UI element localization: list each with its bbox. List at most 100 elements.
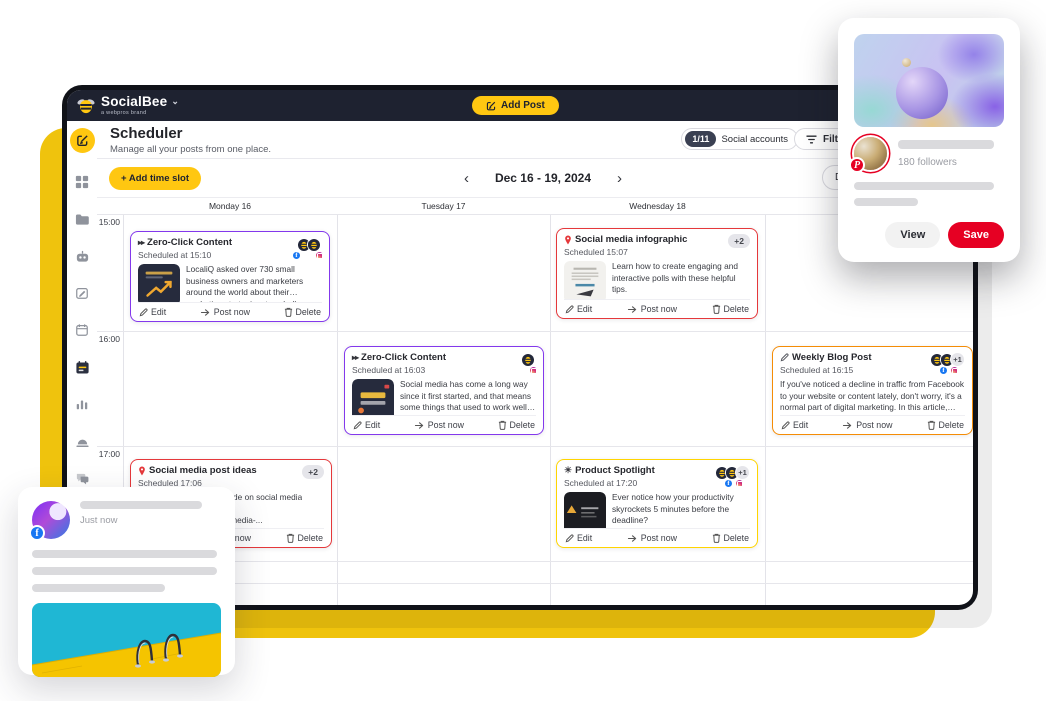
post-card[interactable]: ▸▸ Zero-Click Content Scheduled at 16:03 (344, 346, 544, 435)
delete-button[interactable]: Delete (284, 307, 321, 317)
sidebar-item-conversations[interactable] (74, 470, 90, 486)
edit-button[interactable]: Edit (565, 304, 592, 314)
grid-line (97, 446, 973, 447)
arrow-right-icon (414, 421, 423, 429)
account-avatars: f (286, 237, 324, 260)
delete-button[interactable]: Delete (712, 304, 749, 314)
app-window: SocialBee ⌄ a webpros brand Add Post (67, 90, 973, 605)
post-now-button[interactable]: Post now (842, 420, 892, 430)
post-now-button[interactable]: Post now (627, 533, 677, 543)
delete-button[interactable]: Delete (498, 420, 535, 430)
placeholder-bar (32, 567, 217, 575)
post-title: Social media post ideas (149, 465, 257, 476)
arrow-right-icon (627, 305, 636, 313)
analytics-chart-icon (76, 400, 88, 410)
add-time-slot-button[interactable]: + Add time slot (109, 167, 202, 190)
delete-button[interactable]: Delete (927, 420, 964, 430)
conversations-icon (76, 473, 88, 484)
sidebar-item-hive[interactable] (74, 433, 90, 449)
post-card[interactable]: Weekly Blog Post Scheduled at 16:15 +1 f (772, 346, 973, 435)
day-column-header: Wednesday 18 (629, 201, 686, 211)
avatar: f (29, 501, 70, 541)
dashboard-grid-icon (75, 175, 89, 189)
post-title: Product Spotlight (575, 465, 655, 476)
sidebar-item-analytics[interactable] (74, 396, 90, 412)
post-thumbnail (564, 261, 606, 299)
trash-icon (498, 420, 506, 430)
filter-funnel-icon (806, 134, 817, 144)
post-card[interactable]: Social media infographic Scheduled 15:07… (556, 228, 758, 319)
pin-icon (139, 466, 145, 475)
brand-block[interactable]: SocialBee ⌄ a webpros brand (67, 95, 179, 116)
more-accounts-badge: +1 (950, 352, 965, 367)
chevron-down-icon[interactable]: ⌄ (171, 96, 180, 107)
sidebar-item-content[interactable] (74, 211, 90, 227)
edit-button[interactable]: Edit (353, 420, 380, 430)
sidebar-item-compose[interactable] (69, 128, 95, 153)
date-range-label: Dec 16 - 19, 2024 (494, 171, 592, 185)
social-accounts-selector[interactable]: 1/11 Social accounts (681, 128, 798, 150)
post-now-button[interactable]: Post now (200, 307, 250, 317)
post-now-button[interactable]: Post now (414, 420, 464, 430)
calendar-edit-icon (76, 288, 88, 299)
post-now-button[interactable]: Post now (627, 304, 677, 314)
time-label: 16:00 (98, 334, 120, 344)
accounts-count-badge: 1/11 (685, 131, 717, 147)
prev-week-button[interactable]: ‹ (463, 169, 469, 187)
page-header: Scheduler Manage all your posts from one… (97, 121, 973, 159)
app-window-frame: SocialBee ⌄ a webpros brand Add Post (62, 85, 978, 610)
trash-icon (284, 307, 292, 317)
post-text: Social media has come a long way since i… (400, 379, 531, 415)
sidebar-item-calendar-edit[interactable] (74, 285, 90, 301)
grid-line (550, 214, 551, 605)
instagram-badge (735, 479, 744, 488)
grid-line (97, 561, 973, 562)
trash-icon (712, 304, 720, 314)
add-post-button[interactable]: Add Post (472, 96, 559, 115)
instagram-badge (529, 366, 538, 375)
delete-button[interactable]: Delete (286, 533, 323, 543)
trash-icon (927, 420, 935, 430)
avatar: P (849, 137, 887, 173)
view-button[interactable]: View (885, 222, 941, 248)
folder-icon (75, 213, 89, 225)
edit-button[interactable]: Edit (139, 307, 166, 317)
post-card[interactable]: ☀ Product Spotlight Scheduled at 17:20 +1… (556, 459, 758, 548)
sidebar-item-ai-assistant[interactable] (74, 248, 90, 264)
time-label: 15:00 (98, 217, 120, 227)
day-column-header: Tuesday 17 (421, 201, 466, 211)
arrow-right-icon (843, 421, 852, 429)
time-label: 17:00 (98, 449, 120, 459)
hive-icon (75, 439, 89, 447)
edit-button[interactable]: Edit (781, 420, 808, 430)
post-schedule: Scheduled at 16:03 (352, 365, 426, 375)
grid-line (97, 214, 973, 215)
facebook-badge: f (724, 479, 733, 488)
edit-button[interactable]: Edit (565, 533, 592, 543)
post-text: LocaliQ asked over 730 small business ow… (186, 264, 321, 302)
post-schedule: Scheduled at 17:20 (564, 478, 638, 488)
sidebar-item-scheduler-active[interactable] (74, 359, 90, 375)
pin-image-sphere (896, 67, 948, 119)
save-button[interactable]: Save (948, 222, 1004, 248)
fast-forward-icon: ▸▸ (138, 238, 145, 247)
grid-line (97, 331, 973, 332)
top-navbar: SocialBee ⌄ a webpros brand Add Post (67, 90, 973, 121)
brand-subtitle: a webpros brand (101, 109, 147, 116)
pencil-icon (781, 420, 790, 429)
delete-button[interactable]: Delete (712, 533, 749, 543)
post-schedule: Scheduled 15:07 (564, 247, 628, 257)
post-text: Learn how to create engaging and interac… (612, 261, 738, 295)
pencil-icon (565, 304, 574, 313)
next-week-button[interactable]: › (617, 169, 623, 187)
sidebar-item-dashboard[interactable] (74, 174, 90, 190)
sidebar-item-calendar[interactable] (74, 322, 90, 338)
arrow-right-icon (200, 308, 209, 316)
pinterest-badge: P (849, 157, 865, 173)
post-title: Zero-Click Content (361, 352, 447, 363)
page-title: Scheduler (110, 125, 183, 142)
robot-icon (76, 250, 88, 262)
grid-line (765, 214, 766, 605)
post-card[interactable]: ▸▸ Zero-Click Content Scheduled at 15:10 … (130, 231, 330, 322)
